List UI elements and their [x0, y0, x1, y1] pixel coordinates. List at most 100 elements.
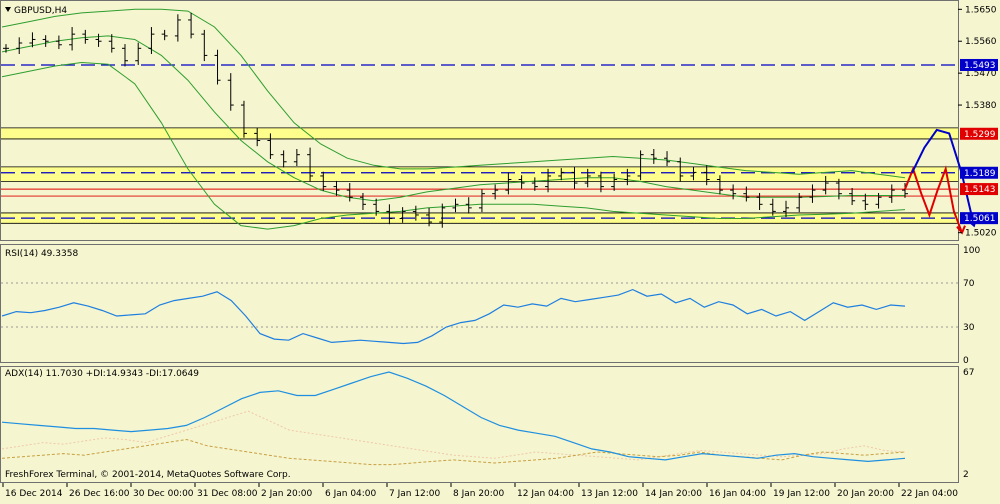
candle-42 — [558, 168, 565, 181]
adx-panel-title: ADX(14) 11.7030 +DI:14.9343 -DI:17.0649 — [5, 369, 199, 379]
candle-19 — [254, 127, 261, 147]
rsi-panel-title: RSI(14) 49.3358 — [5, 249, 78, 259]
time-tick-label: 8 Jan 20:00 — [453, 489, 505, 499]
plus-di-line — [1, 410, 906, 461]
candle-27 — [359, 192, 366, 210]
rsi-tick-label: 100 — [963, 246, 980, 256]
candle-33 — [439, 203, 446, 228]
price-tick-label: 1.5020 — [965, 229, 997, 239]
candle-58 — [769, 198, 776, 216]
adx-tick-label: 67 — [963, 368, 974, 378]
rsi-line — [1, 288, 906, 345]
price-tick-label: 1.5380 — [965, 101, 997, 111]
candle-37 — [492, 184, 499, 200]
level-tag-1.5143: 1.5143 — [960, 183, 998, 196]
candle-56 — [743, 186, 750, 202]
time-tick-label: 7 Jan 12:00 — [389, 489, 441, 499]
bb-middle-band — [1, 35, 905, 202]
candle-30 — [399, 207, 406, 223]
candle-7 — [95, 33, 102, 47]
svg-text:1.5299: 1.5299 — [964, 130, 996, 140]
candle-26 — [346, 183, 353, 202]
candle-35 — [465, 197, 472, 214]
bb-upper-band — [1, 8, 906, 179]
level-tags: 1.5493 1.5299 1.5189 1.5143 1.5061 — [960, 58, 998, 225]
main-panel-frame — [0, 0, 959, 241]
time-tick-label: 16 Dec 2014 — [5, 489, 63, 499]
candle-36 — [478, 189, 485, 213]
candle-59 — [783, 200, 790, 218]
candle-4 — [55, 35, 62, 50]
main-panel-title: GBPUSD,H4 — [14, 6, 67, 16]
candle-11 — [148, 27, 155, 54]
candle-61 — [809, 184, 816, 203]
candle-29 — [386, 204, 393, 225]
adx-indicator: 67 2 — [1, 368, 974, 480]
level-tag-1.5189: 1.5189 — [960, 166, 998, 179]
time-tick-label: 19 Jan 12:00 — [773, 489, 830, 499]
candle-15 — [201, 29, 208, 62]
adx-panel-frame — [0, 366, 959, 483]
level-tag-1.5299: 1.5299 — [960, 127, 998, 140]
candle-51 — [677, 157, 684, 182]
candle-65 — [862, 193, 869, 210]
candle-24 — [320, 171, 327, 191]
candle-64 — [849, 188, 856, 206]
candle-10 — [135, 42, 142, 65]
candle-38 — [505, 172, 512, 195]
candle-31 — [412, 205, 419, 221]
yellow-zone-1 — [1, 166, 958, 182]
candle-41 — [545, 168, 552, 193]
candle-21 — [280, 150, 287, 168]
time-tick-label: 14 Jan 20:00 — [645, 489, 702, 499]
time-axis: 16 Dec 2014 26 Dec 16:00 30 Dec 00:00 31 De… — [2, 483, 958, 499]
candle-14 — [188, 12, 195, 39]
candle-43 — [571, 166, 578, 189]
candle-67 — [888, 184, 895, 203]
candle-62 — [822, 175, 829, 195]
candle-6 — [82, 29, 89, 44]
candle-68 — [902, 183, 908, 198]
candle-13 — [174, 14, 181, 42]
level-tag-1.5061: 1.5061 — [960, 212, 998, 225]
candle-5 — [69, 27, 76, 51]
candle-1 — [16, 37, 23, 54]
rsi-tick-label: 30 — [963, 323, 975, 333]
candle-50 — [664, 151, 671, 167]
svg-text:1.5493: 1.5493 — [964, 61, 996, 71]
candle-34 — [452, 198, 459, 213]
time-tick-label: 30 Dec 00:00 — [133, 489, 194, 499]
rsi-panel-frame — [0, 244, 959, 363]
candle-18 — [240, 100, 247, 138]
candle-55 — [730, 184, 737, 200]
bollinger-bands — [1, 8, 906, 230]
candle-49 — [650, 149, 657, 164]
candle-25 — [333, 180, 340, 196]
yellow-zone-2 — [1, 212, 958, 224]
candle-39 — [518, 175, 525, 189]
forecast-red-path — [904, 165, 963, 234]
rsi-tick-label: 0 — [963, 356, 969, 366]
level-tag-1.5493: 1.5493 — [960, 58, 998, 71]
candle-32 — [426, 207, 433, 227]
time-tick-label: 22 Jan 04:00 — [901, 489, 958, 499]
candle-48 — [637, 150, 644, 181]
time-tick-label: 26 Dec 16:00 — [69, 489, 130, 499]
candle-22 — [293, 149, 300, 167]
candle-57 — [756, 192, 763, 210]
candle-2 — [29, 32, 36, 48]
symbol-menu-icon[interactable] — [5, 7, 11, 12]
candle-46 — [611, 173, 618, 191]
time-tick-label: 20 Jan 20:00 — [837, 489, 894, 499]
time-tick-label: 2 Jan 20:00 — [261, 489, 313, 499]
svg-text:1.5189: 1.5189 — [964, 169, 996, 179]
yellow-zone-0 — [1, 127, 958, 139]
candle-20 — [267, 133, 274, 159]
candle-0 — [3, 44, 9, 53]
candle-63 — [835, 178, 842, 200]
time-tick-label: 6 Jan 04:00 — [325, 489, 377, 499]
price-tick-label: 1.5650 — [965, 5, 997, 15]
